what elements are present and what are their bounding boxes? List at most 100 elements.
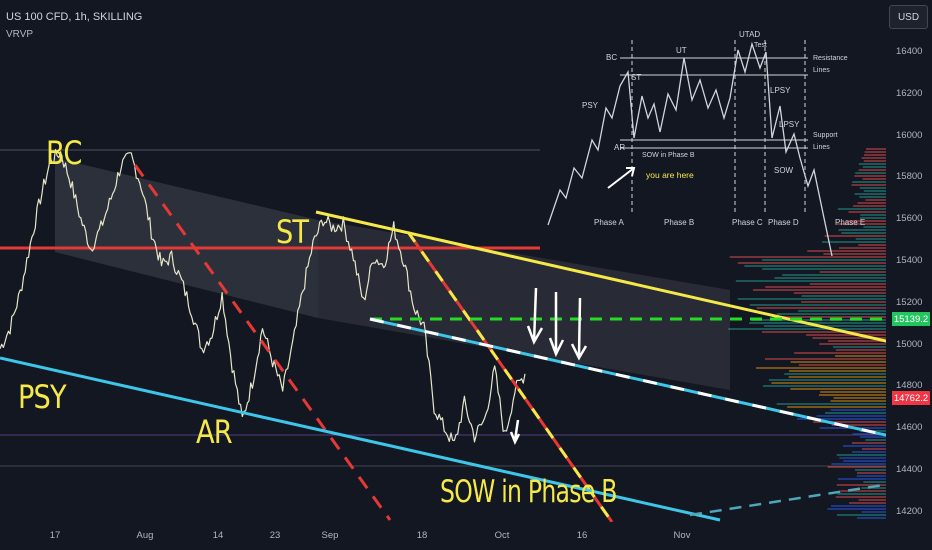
volume-profile-bar: [863, 226, 886, 228]
volume-profile-bar: [728, 328, 886, 330]
volume-profile-bar: [859, 187, 886, 189]
volume-profile-bar: [776, 313, 886, 315]
price-tick-label: 16000: [896, 129, 923, 141]
volume-profile-bar: [858, 244, 886, 246]
volume-profile-bar: [854, 193, 886, 195]
volume-profile-bar: [790, 388, 886, 390]
volume-profile-bar: [729, 256, 886, 258]
schematic-label-sow: SOW: [774, 166, 794, 175]
volume-profile-bar: [859, 196, 886, 198]
volume-profile-bar: [823, 253, 886, 255]
volume-profile-bar: [762, 331, 886, 333]
annotation-st: ST: [276, 213, 309, 251]
time-tick-label: Sep: [321, 530, 339, 541]
time-tick-label: 14: [212, 530, 224, 541]
volume-profile-bar: [774, 277, 886, 279]
volume-profile-bar: [835, 496, 886, 498]
price-tick-label: 15400: [896, 255, 923, 266]
volume-profile-bar: [839, 457, 886, 459]
time-tick-label: 23: [269, 530, 281, 541]
volume-profile-bar: [840, 490, 886, 492]
volume-profile-bar: [865, 439, 886, 441]
volume-profile-bar: [812, 337, 886, 339]
price-tick-label: 15600: [896, 213, 923, 225]
price-tick-label: 16200: [896, 87, 923, 99]
volume-profile-bar: [819, 271, 886, 273]
volume-profile-bar: [749, 304, 886, 306]
volume-profile-bar: [806, 334, 886, 336]
volume-profile-bar: [837, 478, 886, 480]
volume-profile-bar: [866, 148, 886, 150]
price-tick-label: 14400: [896, 463, 923, 475]
volume-profile-bar: [862, 166, 886, 168]
volume-profile-bar: [756, 367, 886, 369]
volume-profile-bar: [848, 211, 886, 213]
volume-profile-bar: [833, 397, 886, 399]
volume-profile-bar: [737, 298, 886, 300]
volume-profile-bar: [819, 343, 886, 345]
volume-profile-bar: [762, 268, 886, 270]
volume-profile-bar: [827, 508, 886, 510]
volume-profile-bar: [794, 352, 886, 354]
volume-profile-bar: [861, 487, 886, 489]
volume-profile-bar: [782, 274, 886, 276]
volume-profile-bar: [845, 220, 886, 222]
time-tick-label: Aug: [136, 530, 154, 541]
time-tick-label: 16: [576, 530, 588, 541]
volume-profile-bar: [752, 289, 886, 291]
volume-profile-bar: [855, 172, 886, 174]
annotation-ar: AR: [196, 413, 233, 451]
volume-profile-bar: [841, 232, 886, 234]
volume-profile-bar: [849, 502, 886, 504]
volume-profile-bar: [749, 322, 886, 324]
volume-profile-bar: [863, 160, 886, 162]
volume-profile-bar: [763, 385, 886, 387]
schematic-label-test: Test: [754, 42, 767, 49]
volume-profile-bar: [756, 307, 886, 309]
price-tick-label: 15000: [896, 338, 923, 350]
volume-profile-bar: [813, 421, 886, 423]
volume-profile-bar: [820, 391, 886, 393]
schematic-support-label-2: Lines: [813, 144, 830, 151]
volume-profile-bar: [864, 151, 886, 153]
currency-button[interactable]: USD: [889, 5, 928, 29]
volume-profile-bar: [737, 262, 886, 264]
volume-profile-bar: [859, 436, 886, 438]
red-dashed-trendline-1: [133, 164, 392, 521]
annotation-sow: SOW in Phase B: [440, 474, 617, 510]
volume-profile-bar: [839, 247, 886, 249]
volume-profile-bar: [831, 424, 886, 426]
st-channel-shade: [318, 220, 730, 390]
schematic-label-st: ST: [631, 73, 642, 82]
volume-profile-bar: [863, 481, 886, 483]
volume-profile-bar: [851, 184, 886, 186]
volume-profile-bar: [842, 445, 886, 447]
volume-profile-bar: [837, 514, 886, 516]
volume-profile-bar: [765, 358, 886, 360]
schematic-label-ut: UT: [676, 46, 687, 55]
volume-profile-bar: [776, 316, 886, 318]
schematic-label-psy: PSY: [582, 101, 599, 110]
volume-profile-bar: [858, 163, 886, 165]
volume-profile-bar: [858, 169, 886, 171]
volume-profile-bar: [837, 208, 886, 210]
schematic-phase-e: Phase E: [835, 218, 866, 227]
volume-profile-bar: [853, 205, 886, 207]
teal-dashed-line: [689, 483, 886, 517]
white-dash-overlay: [369, 317, 886, 437]
price-series-line: [0, 148, 526, 443]
volume-profile-bar: [864, 154, 886, 156]
volume-profile-bar: [790, 361, 886, 363]
volume-profile-bar: [801, 295, 886, 297]
volume-profile-bar: [863, 190, 886, 192]
volume-profile-bar: [852, 181, 886, 183]
volume-profile-bar: [798, 364, 886, 366]
wyckoff-schematic: [547, 40, 833, 257]
volume-profile-bar: [744, 265, 886, 267]
current-price-label: 15139.2: [892, 312, 930, 326]
schematic-label-bc: BC: [606, 53, 618, 62]
schematic-support-label: Support: [813, 132, 838, 139]
schematic-label-utad: UTAD: [739, 30, 761, 39]
volume-profile-bar: [784, 373, 886, 375]
